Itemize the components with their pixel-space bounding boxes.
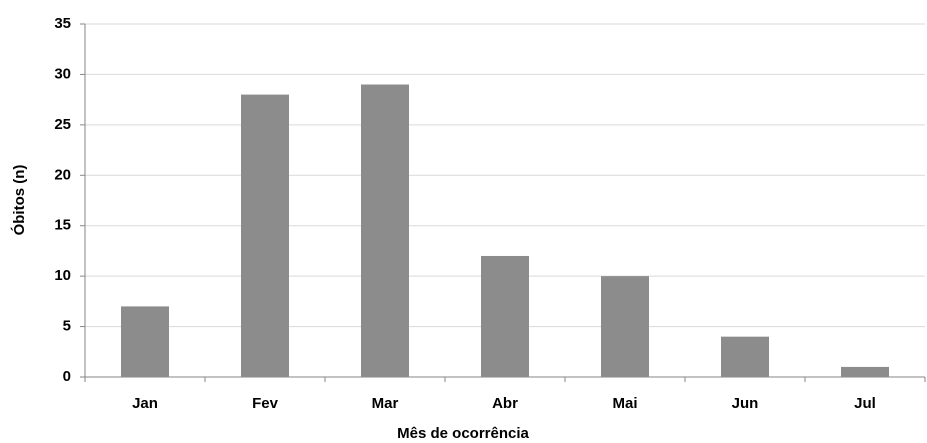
bar bbox=[841, 366, 889, 377]
x-tick-label: Jan bbox=[132, 395, 158, 412]
y-tick-label: 15 bbox=[54, 217, 71, 234]
x-tick-label: Mai bbox=[612, 395, 637, 412]
y-axis-label: Óbitos (n) bbox=[10, 165, 28, 236]
y-tick-label: 5 bbox=[63, 318, 71, 335]
y-tick-label: 25 bbox=[54, 116, 71, 133]
x-tick-label: Jun bbox=[732, 395, 759, 412]
x-axis-label: Mês de ocorrência bbox=[397, 425, 529, 442]
x-tick-label: Jul bbox=[854, 395, 876, 412]
bar bbox=[121, 306, 169, 377]
y-tick-label: 0 bbox=[63, 368, 71, 385]
x-tick-label: Abr bbox=[492, 395, 518, 412]
y-tick-label: 30 bbox=[54, 65, 71, 82]
y-tick-label: 10 bbox=[54, 267, 71, 284]
y-tick-label: 20 bbox=[54, 166, 71, 183]
bar bbox=[601, 276, 649, 377]
bar bbox=[481, 255, 529, 377]
bar bbox=[721, 336, 769, 377]
x-tick-label: Mar bbox=[372, 395, 399, 412]
bar bbox=[361, 84, 409, 377]
x-tick-label: Fev bbox=[252, 395, 279, 412]
y-tick-label: 35 bbox=[54, 15, 71, 32]
bar bbox=[241, 94, 289, 377]
